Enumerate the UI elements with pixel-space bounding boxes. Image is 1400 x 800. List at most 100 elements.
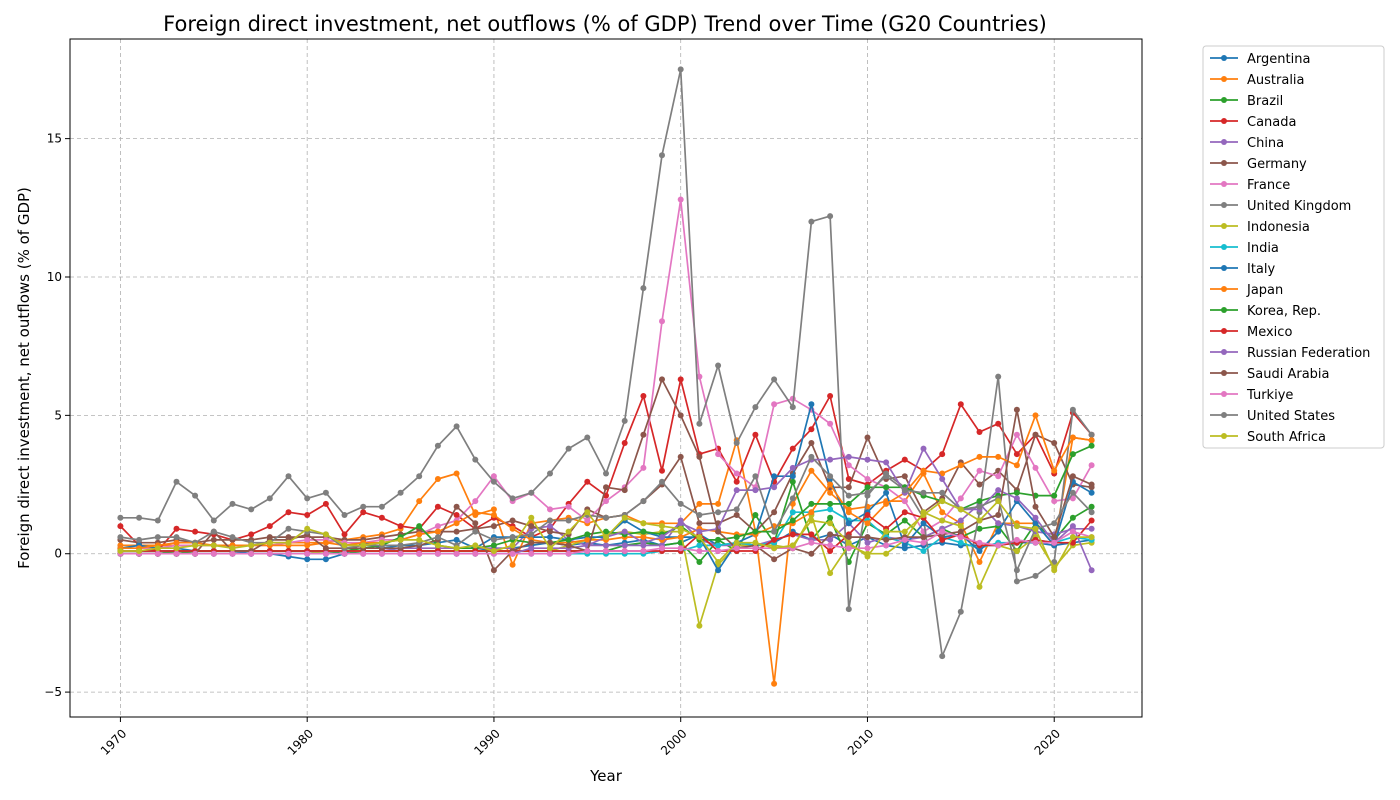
data-point [434, 528, 441, 535]
legend-entry: Mexico [1210, 325, 1292, 340]
data-point [995, 487, 1002, 494]
data-point [266, 495, 273, 502]
data-point [472, 456, 479, 463]
data-point [696, 542, 703, 549]
legend-label: Korea, Rep. [1247, 304, 1321, 319]
data-point [957, 608, 964, 615]
data-point [565, 528, 572, 535]
data-point [939, 451, 946, 458]
data-point [883, 500, 890, 507]
data-point [771, 536, 778, 543]
data-point [715, 500, 722, 507]
data-point [416, 550, 423, 557]
data-point [1013, 489, 1020, 496]
data-point [976, 429, 983, 435]
data-point [117, 523, 124, 530]
data-point [603, 484, 609, 491]
data-point [976, 481, 983, 488]
data-point [995, 512, 1002, 518]
data-point [528, 514, 535, 521]
data-point [621, 528, 628, 535]
legend-label: United Kingdom [1247, 199, 1351, 214]
data-point [1051, 440, 1058, 446]
data-point [210, 542, 217, 549]
data-point [901, 498, 908, 505]
legend-entry: United States [1210, 409, 1335, 424]
legend-marker [1221, 307, 1227, 313]
data-point [1051, 498, 1058, 505]
data-point [547, 528, 553, 535]
data-point [995, 453, 1002, 460]
legend-marker [1221, 265, 1227, 271]
data-point [453, 545, 460, 552]
data-point [248, 542, 255, 549]
data-point [696, 420, 703, 427]
data-point [771, 473, 778, 480]
data-point [640, 431, 647, 438]
data-point [789, 473, 796, 480]
data-point [136, 548, 143, 554]
legend-entry: Turkiye [1210, 388, 1293, 403]
data-point [696, 528, 703, 535]
data-point [528, 531, 535, 538]
data-point [1051, 567, 1058, 574]
plot-frame [69, 38, 1143, 718]
data-point [696, 534, 703, 541]
data-point [621, 487, 628, 494]
data-point [547, 517, 553, 524]
data-point [771, 376, 778, 383]
data-point [173, 525, 180, 532]
data-point [434, 503, 441, 510]
data-point [864, 434, 871, 441]
data-point [285, 509, 292, 516]
legend-marker [1221, 202, 1227, 208]
data-point [1013, 536, 1020, 543]
data-point [789, 495, 796, 502]
data-point [490, 512, 497, 518]
data-point [808, 218, 815, 225]
data-point [659, 523, 665, 530]
data-point [659, 545, 665, 552]
data-point [565, 542, 572, 549]
legend-entry: India [1210, 241, 1279, 256]
data-point [715, 542, 722, 549]
y-axis: −5 0 5 10 15 [44, 132, 70, 699]
data-point [192, 528, 199, 535]
data-point [976, 559, 983, 565]
legend-marker [1221, 97, 1227, 103]
legend-label: Italy [1247, 262, 1276, 277]
data-point [771, 401, 778, 408]
legend-label: Saudi Arabia [1247, 367, 1330, 382]
data-point [1088, 442, 1095, 449]
data-point [864, 456, 871, 463]
data-point [416, 523, 423, 530]
data-point [304, 525, 311, 532]
data-point [939, 498, 946, 505]
data-point [304, 542, 311, 549]
data-point [1088, 517, 1095, 524]
data-point [1069, 473, 1076, 480]
legend-entry: China [1210, 136, 1284, 151]
legend-marker [1221, 223, 1227, 229]
data-point [173, 545, 180, 552]
data-point [416, 473, 423, 480]
data-point [453, 528, 460, 535]
data-point [210, 528, 217, 535]
data-point [939, 536, 946, 543]
data-point [976, 525, 983, 532]
data-point [547, 545, 553, 552]
legend-label: Germany [1247, 157, 1307, 172]
data-point [248, 506, 255, 513]
data-point [733, 539, 740, 546]
legend-marker [1221, 412, 1227, 418]
data-point [771, 509, 778, 516]
data-point [584, 536, 591, 543]
data-point [341, 542, 348, 549]
data-point [322, 500, 329, 507]
legend-label: Japan [1246, 283, 1283, 298]
data-point [378, 539, 385, 546]
data-point [322, 531, 329, 538]
data-point [547, 534, 553, 541]
data-point [154, 534, 161, 541]
data-point [659, 318, 665, 325]
